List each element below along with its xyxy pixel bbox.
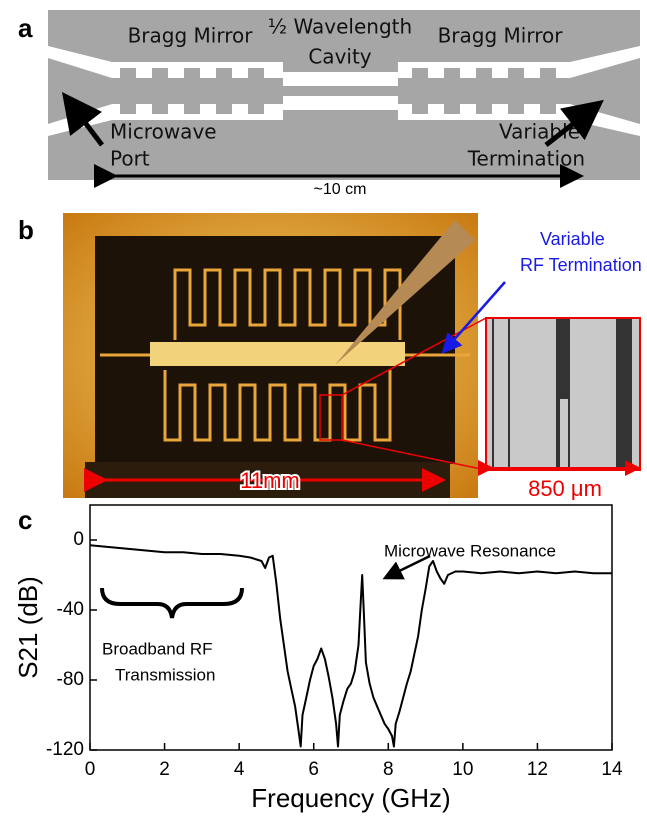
x-tick-label: 6 <box>308 759 319 780</box>
label: 11mm <box>240 468 300 493</box>
label: 850 μm <box>528 476 602 501</box>
cavity-line <box>150 342 405 366</box>
label: Microwave <box>110 120 217 144</box>
x-tick-label: 8 <box>383 759 394 780</box>
y-tick-label: -40 <box>57 599 84 620</box>
label: Variable <box>540 229 605 249</box>
x-tick-label: 4 <box>234 759 245 780</box>
annotation: Broadband RF <box>102 639 213 658</box>
y-tick-label: -80 <box>57 669 84 690</box>
label: Port <box>110 147 150 171</box>
label: ~10 cm <box>314 181 367 198</box>
panel-label: b <box>18 215 34 245</box>
label: ½ Wavelength <box>268 15 412 39</box>
annotation: Microwave Resonance <box>384 541 556 560</box>
x-tick-label: 12 <box>527 759 548 780</box>
panel-c: c 0 2 4 6 8 10 12 14 -120 -80 -40 0 Frequency (GHz) S… <box>13 505 623 813</box>
figure: a Bragg Mirror ½ Wavelength Cavity Bragg… <box>0 0 647 817</box>
x-tick-label: 14 <box>601 759 623 780</box>
y-tick-label: -120 <box>46 739 84 760</box>
panel-label: a <box>18 13 33 43</box>
label: Bragg Mirror <box>438 24 564 48</box>
label: Bragg Mirror <box>128 24 254 48</box>
brace <box>102 588 242 618</box>
x-tick-label: 10 <box>452 759 473 780</box>
panel-label: c <box>18 505 32 535</box>
label: Termination <box>467 147 585 171</box>
annotation: Transmission <box>115 665 215 684</box>
label: Variable <box>499 120 580 144</box>
x-axis-label: Frequency (GHz) <box>251 783 450 813</box>
panel-b: b Variable RF Termination 11mm 850 μm <box>18 213 642 501</box>
y-axis-label: S21 (dB) <box>13 576 43 679</box>
label: RF Termination <box>520 255 642 275</box>
y-tick-label: 0 <box>73 529 84 550</box>
panel-a: a Bragg Mirror ½ Wavelength Cavity Bragg… <box>18 10 640 198</box>
label: Cavity <box>308 45 371 69</box>
x-tick-label: 0 <box>85 759 96 780</box>
x-tick-label: 2 <box>159 759 170 780</box>
